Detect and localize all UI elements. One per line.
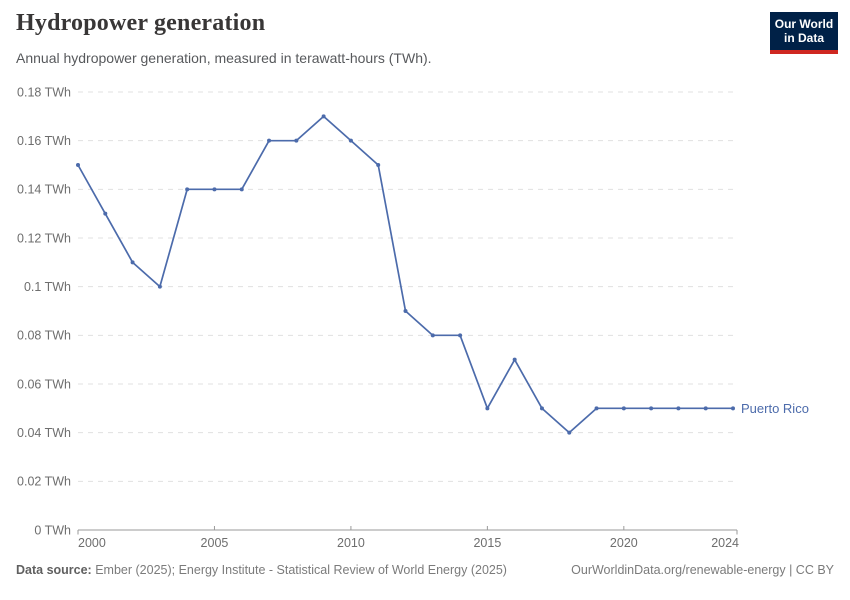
data-point [539,406,544,411]
x-axis-tick-label: 2015 [473,536,501,550]
owid-logo[interactable]: Our World in Data [770,12,838,54]
data-point [403,309,408,313]
data-point [130,260,135,265]
data-point [649,406,654,411]
x-axis-tick-label: 2000 [78,536,106,550]
data-point [321,114,326,119]
data-point [485,406,490,411]
data-point [567,430,572,435]
x-axis-tick-label: 2010 [337,536,365,550]
y-axis-tick-label: 0.16 TWh [17,134,71,148]
data-point [512,357,517,362]
data-source: Data source: Ember (2025); Energy Instit… [16,563,507,577]
y-axis-tick-label: 0.18 TWh [17,85,71,99]
credit-link[interactable]: OurWorldinData.org/renewable-energy | CC… [571,563,834,577]
data-point [458,333,463,338]
data-point [703,406,708,411]
data-point [621,406,626,411]
data-point [76,163,80,167]
owid-logo-line1: Our World [774,16,834,31]
y-axis-tick-label: 0.1 TWh [24,280,71,294]
page-title: Hydropower generation [16,10,266,36]
chart-footer: Data source: Ember (2025); Energy Instit… [0,563,850,577]
data-source-text: Ember (2025); Energy Institute - Statist… [91,563,507,577]
x-axis-tick-label: 2024 [711,536,739,550]
data-point [376,163,381,167]
owid-logo-line2: in Data [783,31,824,45]
y-axis-tick-label: 0.06 TWh [17,377,71,391]
data-line [77,115,734,434]
data-point [157,284,162,289]
y-axis-tick-label: 0.02 TWh [17,475,71,489]
chart-subtitle: Annual hydropower generation, measured i… [16,50,432,66]
data-point [212,187,217,192]
y-axis-tick-label: 0.04 TWh [17,426,71,440]
data-point [430,333,435,338]
x-axis-tick-label: 2005 [201,536,229,550]
data-source-label: Data source: [16,563,92,577]
series-entity-label: Puerto Rico [741,401,809,416]
data-point [239,187,244,192]
y-axis-tick-label: 0.12 TWh [17,231,71,245]
y-axis-tick-label: 0.14 TWh [17,183,71,197]
data-point [294,138,299,143]
data-point [594,406,599,411]
data-point [103,211,108,216]
y-axis-tick-label: 0 TWh [34,523,71,537]
data-point [185,187,190,192]
data-point [676,406,681,411]
data-point [267,138,272,143]
y-axis-tick-label: 0.08 TWh [17,329,71,343]
data-point [348,138,353,143]
data-point [731,406,735,411]
x-axis-tick-label: 2020 [610,536,638,550]
